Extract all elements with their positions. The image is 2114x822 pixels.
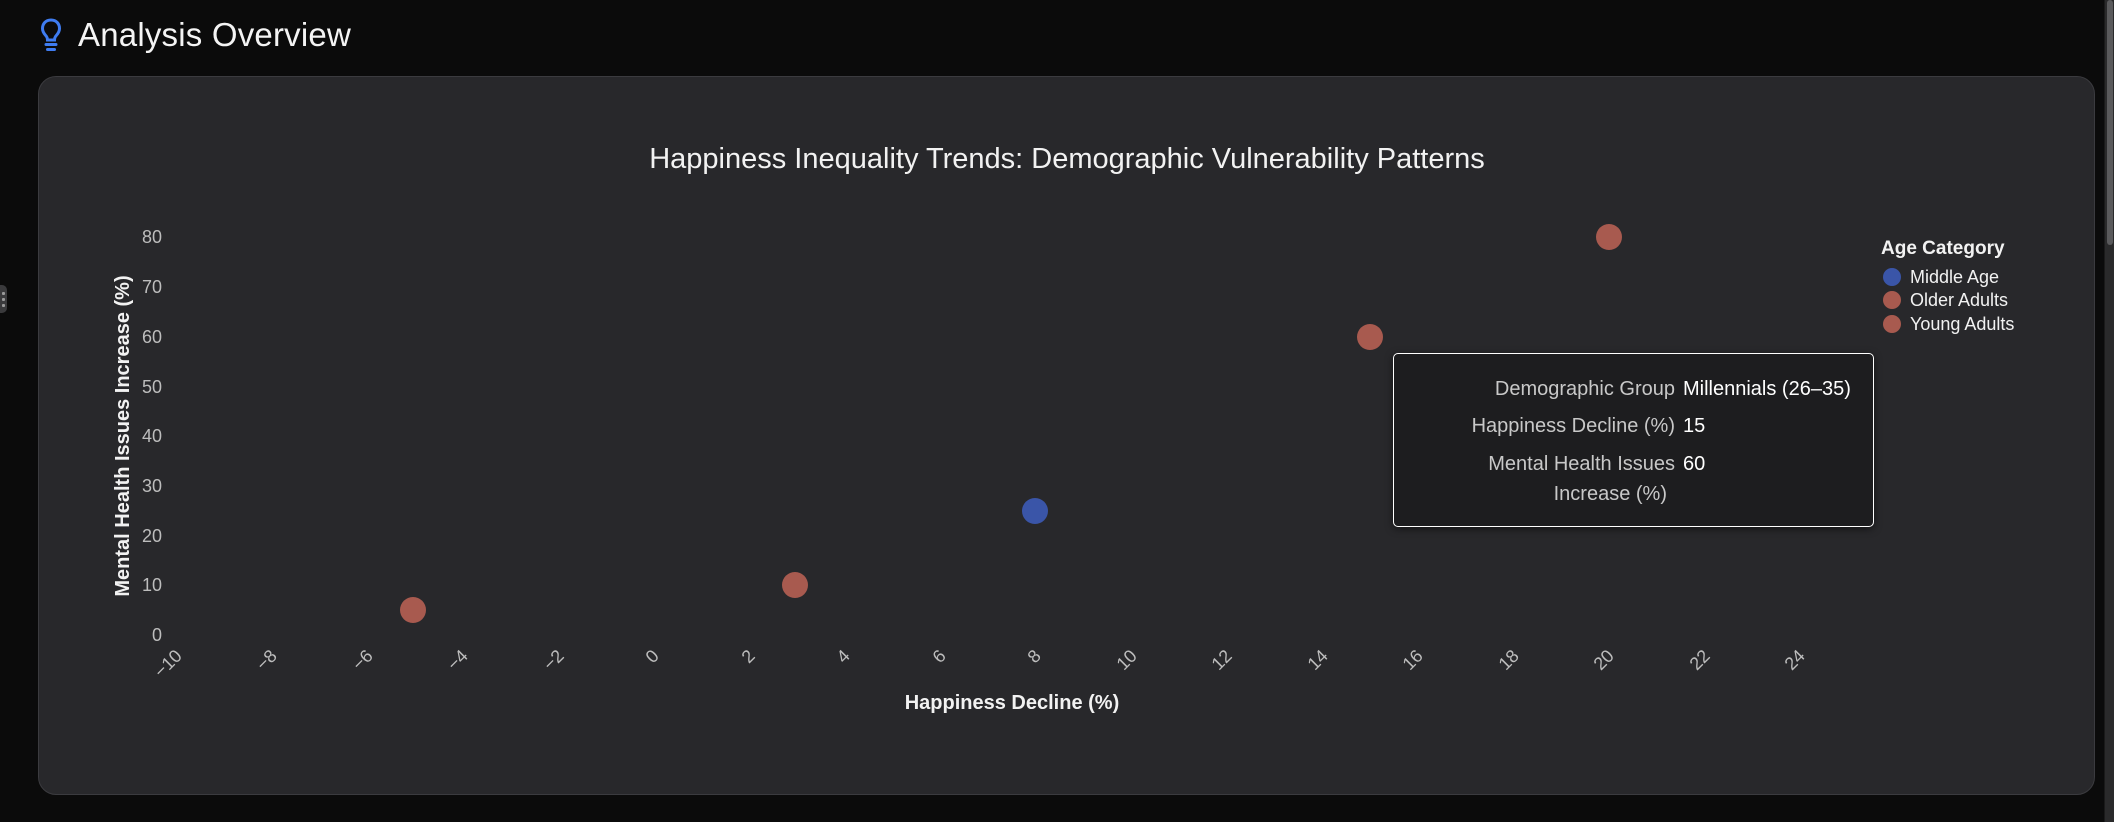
x-tick: 24 <box>1781 646 1809 674</box>
tooltip-label: Happiness Decline (%) <box>1471 415 1675 437</box>
y-tick: 10 <box>142 575 162 595</box>
y-tick: 60 <box>142 327 162 347</box>
y-tick: 0 <box>152 625 162 645</box>
x-tick: 10 <box>1113 646 1141 674</box>
legend-swatch <box>1883 291 1901 309</box>
x-tick: 16 <box>1399 646 1427 674</box>
x-tick: −8 <box>252 646 281 675</box>
scrollbar-thumb[interactable] <box>2107 0 2113 245</box>
x-tick: 8 <box>1024 646 1045 667</box>
legend: Age Category Middle Age Older Adults You… <box>1881 238 2014 334</box>
legend-swatch <box>1883 268 1901 286</box>
legend-label: Middle Age <box>1910 267 1999 287</box>
x-tick: 6 <box>929 646 950 667</box>
tooltip-label: Increase (%) <box>1553 483 1667 505</box>
data-point[interactable] <box>1596 224 1622 250</box>
data-point[interactable] <box>400 597 426 623</box>
data-points <box>400 224 1622 623</box>
x-axis-label: Happiness Decline (%) <box>905 692 1120 714</box>
tooltip-label: Mental Health Issues <box>1488 453 1675 475</box>
legend-item-older-adults[interactable]: Older Adults <box>1883 290 2008 310</box>
x-tick: 2 <box>738 646 759 667</box>
grip-dot <box>2 297 5 301</box>
sidebar-resize-handle[interactable] <box>0 285 7 313</box>
data-point[interactable] <box>782 572 808 598</box>
grip-dot <box>2 303 5 307</box>
x-axis-ticks: −10 −8 −6 −4 −2 0 2 4 6 8 10 12 14 16 18… <box>150 646 1809 682</box>
x-tick: 12 <box>1208 646 1236 674</box>
data-point-hovered[interactable] <box>1357 324 1383 350</box>
legend-item-middle-age[interactable]: Middle Age <box>1883 267 1999 287</box>
tooltip-label: Demographic Group <box>1494 378 1675 400</box>
page-title: Analysis Overview <box>78 16 351 53</box>
x-tick: 4 <box>833 646 854 667</box>
y-axis-label: Mental Health Issues Increase (%) <box>112 275 134 596</box>
legend-label: Young Adults <box>1910 314 2014 334</box>
y-tick: 20 <box>142 526 162 546</box>
x-tick: −2 <box>539 646 568 675</box>
x-tick: 20 <box>1590 646 1618 674</box>
x-tick: 14 <box>1304 646 1332 674</box>
x-tick: 22 <box>1686 646 1714 674</box>
x-tick: 18 <box>1495 646 1523 674</box>
y-tick: 80 <box>142 227 162 247</box>
legend-item-young-adults[interactable]: Young Adults <box>1883 314 2014 334</box>
x-tick: −6 <box>348 646 377 675</box>
y-tick: 70 <box>142 277 162 297</box>
tooltip-value: Millennials (26–35) <box>1683 378 1851 400</box>
data-point[interactable] <box>1022 498 1048 524</box>
x-tick: 0 <box>642 646 663 667</box>
tooltip-value: 60 <box>1683 453 1706 475</box>
chart-tooltip: Demographic Group Millennials (26–35) Ha… <box>1393 353 1874 527</box>
legend-title: Age Category <box>1881 238 2005 259</box>
tooltip-value: 15 <box>1683 415 1706 437</box>
scrollbar-track[interactable] <box>2104 0 2114 822</box>
legend-swatch <box>1883 315 1901 333</box>
chart-title: Happiness Inequality Trends: Demographic… <box>649 143 1485 175</box>
lightbulb-icon <box>40 17 62 53</box>
y-tick: 40 <box>142 426 162 446</box>
x-tick: −4 <box>443 646 472 675</box>
legend-label: Older Adults <box>1910 290 2008 310</box>
y-tick: 50 <box>142 377 162 397</box>
y-axis-ticks: 0 10 20 30 40 50 60 70 80 <box>142 227 162 645</box>
grip-dot <box>2 291 5 295</box>
page-header: Analysis Overview <box>40 12 351 58</box>
x-tick: −10 <box>150 646 186 682</box>
y-tick: 30 <box>142 476 162 496</box>
